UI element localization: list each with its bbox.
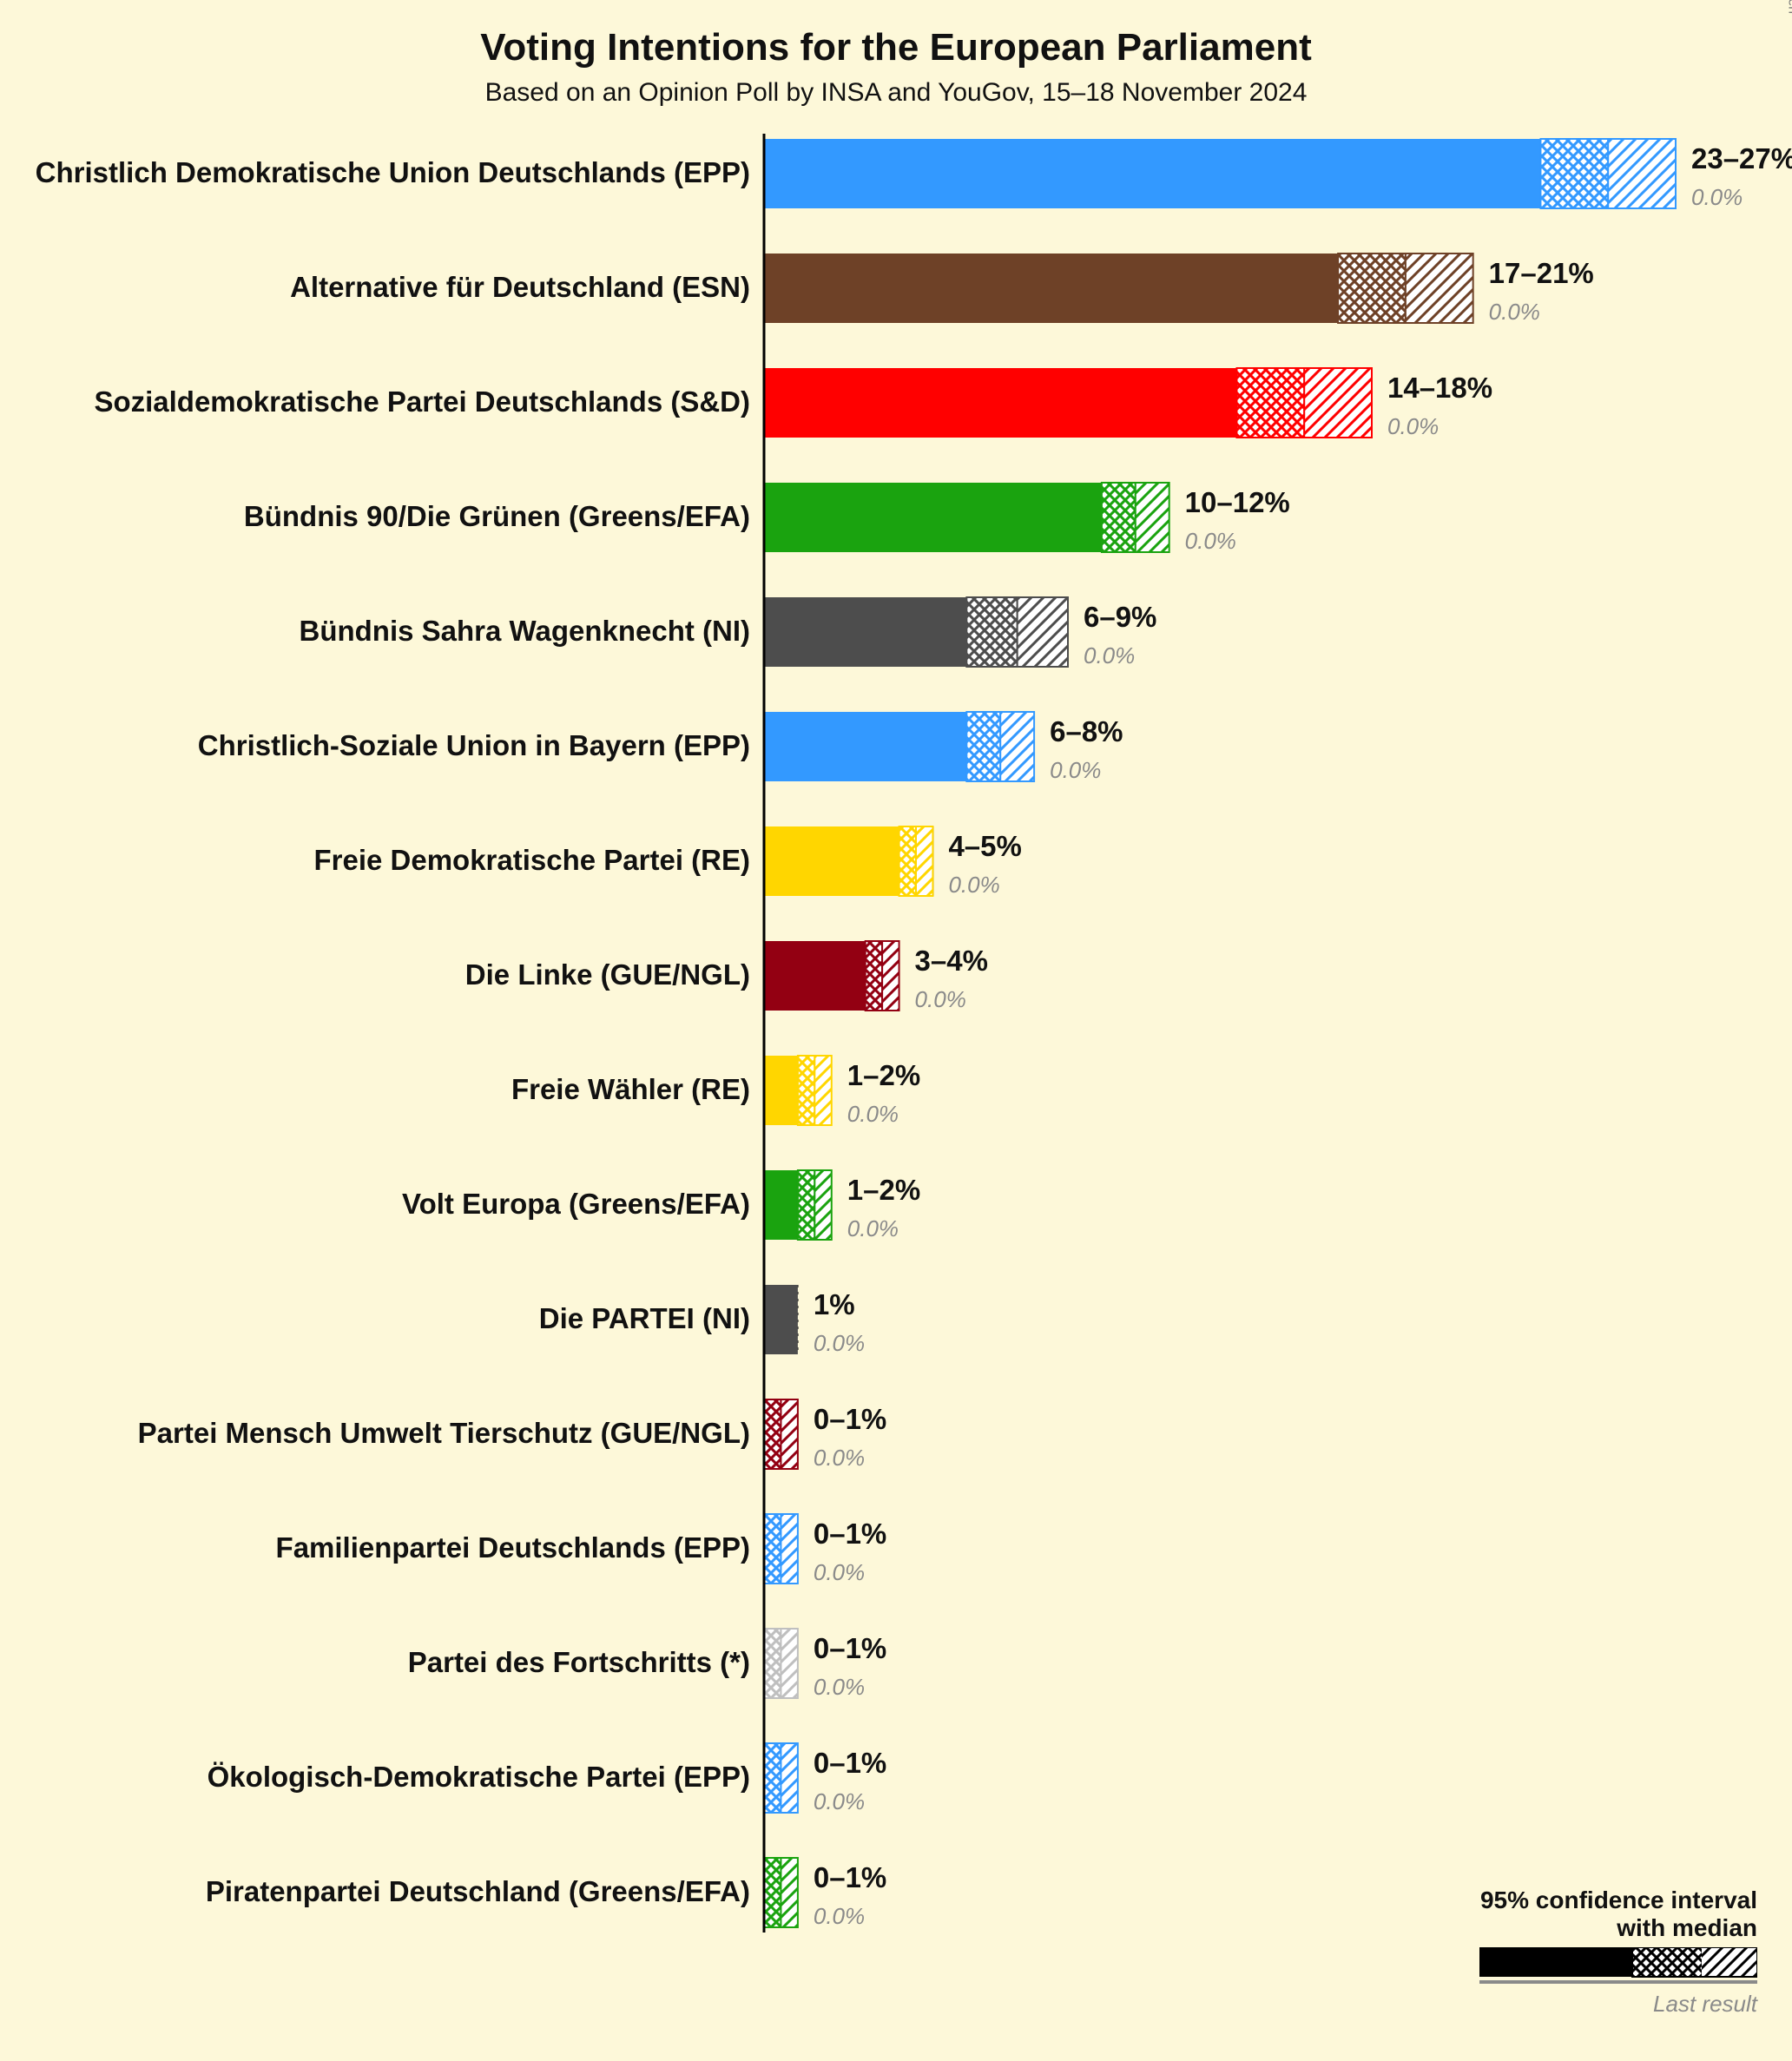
- party-label: Die Linke (GUE/NGL): [465, 958, 750, 991]
- party-last: 0.0%: [814, 1330, 865, 1357]
- party-label: Die PARTEI (NI): [539, 1302, 750, 1335]
- party-range: 10–12%: [1185, 486, 1290, 519]
- party-last: 0.0%: [814, 1559, 865, 1586]
- party-range: 17–21%: [1489, 257, 1594, 290]
- party-range: 1–2%: [847, 1059, 920, 1092]
- legend-line1: 95% confidence interval: [1479, 1887, 1757, 1914]
- legend: 95% confidence interval with median Last…: [1479, 1887, 1757, 2018]
- party-range: 3–4%: [915, 945, 988, 978]
- party-range: 0–1%: [814, 1518, 886, 1551]
- party-label: Piratenpartei Deutschland (Greens/EFA): [206, 1875, 750, 1908]
- party-last: 0.0%: [1185, 528, 1236, 555]
- party-last: 0.0%: [814, 1674, 865, 1701]
- party-last: 0.0%: [915, 986, 966, 1013]
- party-label: Alternative für Deutschland (ESN): [290, 271, 750, 304]
- party-last: 0.0%: [1387, 413, 1439, 440]
- party-last: 0.0%: [814, 1445, 865, 1472]
- party-range: 1%: [814, 1288, 855, 1321]
- party-last: 0.0%: [1489, 299, 1540, 326]
- party-last: 0.0%: [948, 872, 999, 899]
- legend-bar: [1479, 1947, 1757, 1985]
- party-last: 0.0%: [1691, 184, 1743, 211]
- party-label: Freie Demokratische Partei (RE): [313, 844, 750, 877]
- party-label: Ökologisch-Demokratische Partei (EPP): [208, 1761, 750, 1794]
- party-range: 6–8%: [1050, 715, 1123, 748]
- party-last: 0.0%: [1084, 642, 1135, 669]
- party-last: 0.0%: [814, 1788, 865, 1815]
- party-label: Volt Europa (Greens/EFA): [402, 1188, 750, 1221]
- party-last: 0.0%: [814, 1903, 865, 1930]
- legend-last-result: Last result: [1479, 1991, 1757, 2018]
- party-range: 6–9%: [1084, 601, 1156, 634]
- party-label: Bündnis 90/Die Grünen (Greens/EFA): [244, 500, 750, 533]
- party-label: Bündnis Sahra Wagenknecht (NI): [300, 615, 751, 648]
- party-range: 23–27%: [1691, 142, 1792, 175]
- party-range: 0–1%: [814, 1403, 886, 1436]
- party-range: 0–1%: [814, 1632, 886, 1665]
- party-label: Sozialdemokratische Partei Deutschlands …: [94, 385, 750, 418]
- chart-canvas: Voting Intentions for the European Parli…: [0, 0, 1792, 2061]
- party-range: 0–1%: [814, 1861, 886, 1894]
- legend-line2: with median: [1479, 1914, 1757, 1942]
- party-range: 0–1%: [814, 1747, 886, 1780]
- party-range: 4–5%: [948, 830, 1021, 863]
- party-label: Partei des Fortschritts (*): [408, 1646, 750, 1679]
- party-label: Christlich-Soziale Union in Bayern (EPP): [198, 729, 750, 762]
- party-label: Familienpartei Deutschlands (EPP): [276, 1531, 750, 1564]
- party-last: 0.0%: [1050, 757, 1101, 784]
- party-last: 0.0%: [847, 1215, 899, 1242]
- party-last: 0.0%: [847, 1101, 899, 1128]
- party-label: Freie Wähler (RE): [511, 1073, 750, 1106]
- party-label: Partei Mensch Umwelt Tierschutz (GUE/NGL…: [138, 1417, 750, 1450]
- party-label: Christlich Demokratische Union Deutschla…: [36, 156, 750, 189]
- party-range: 1–2%: [847, 1174, 920, 1207]
- party-range: 14–18%: [1387, 372, 1492, 405]
